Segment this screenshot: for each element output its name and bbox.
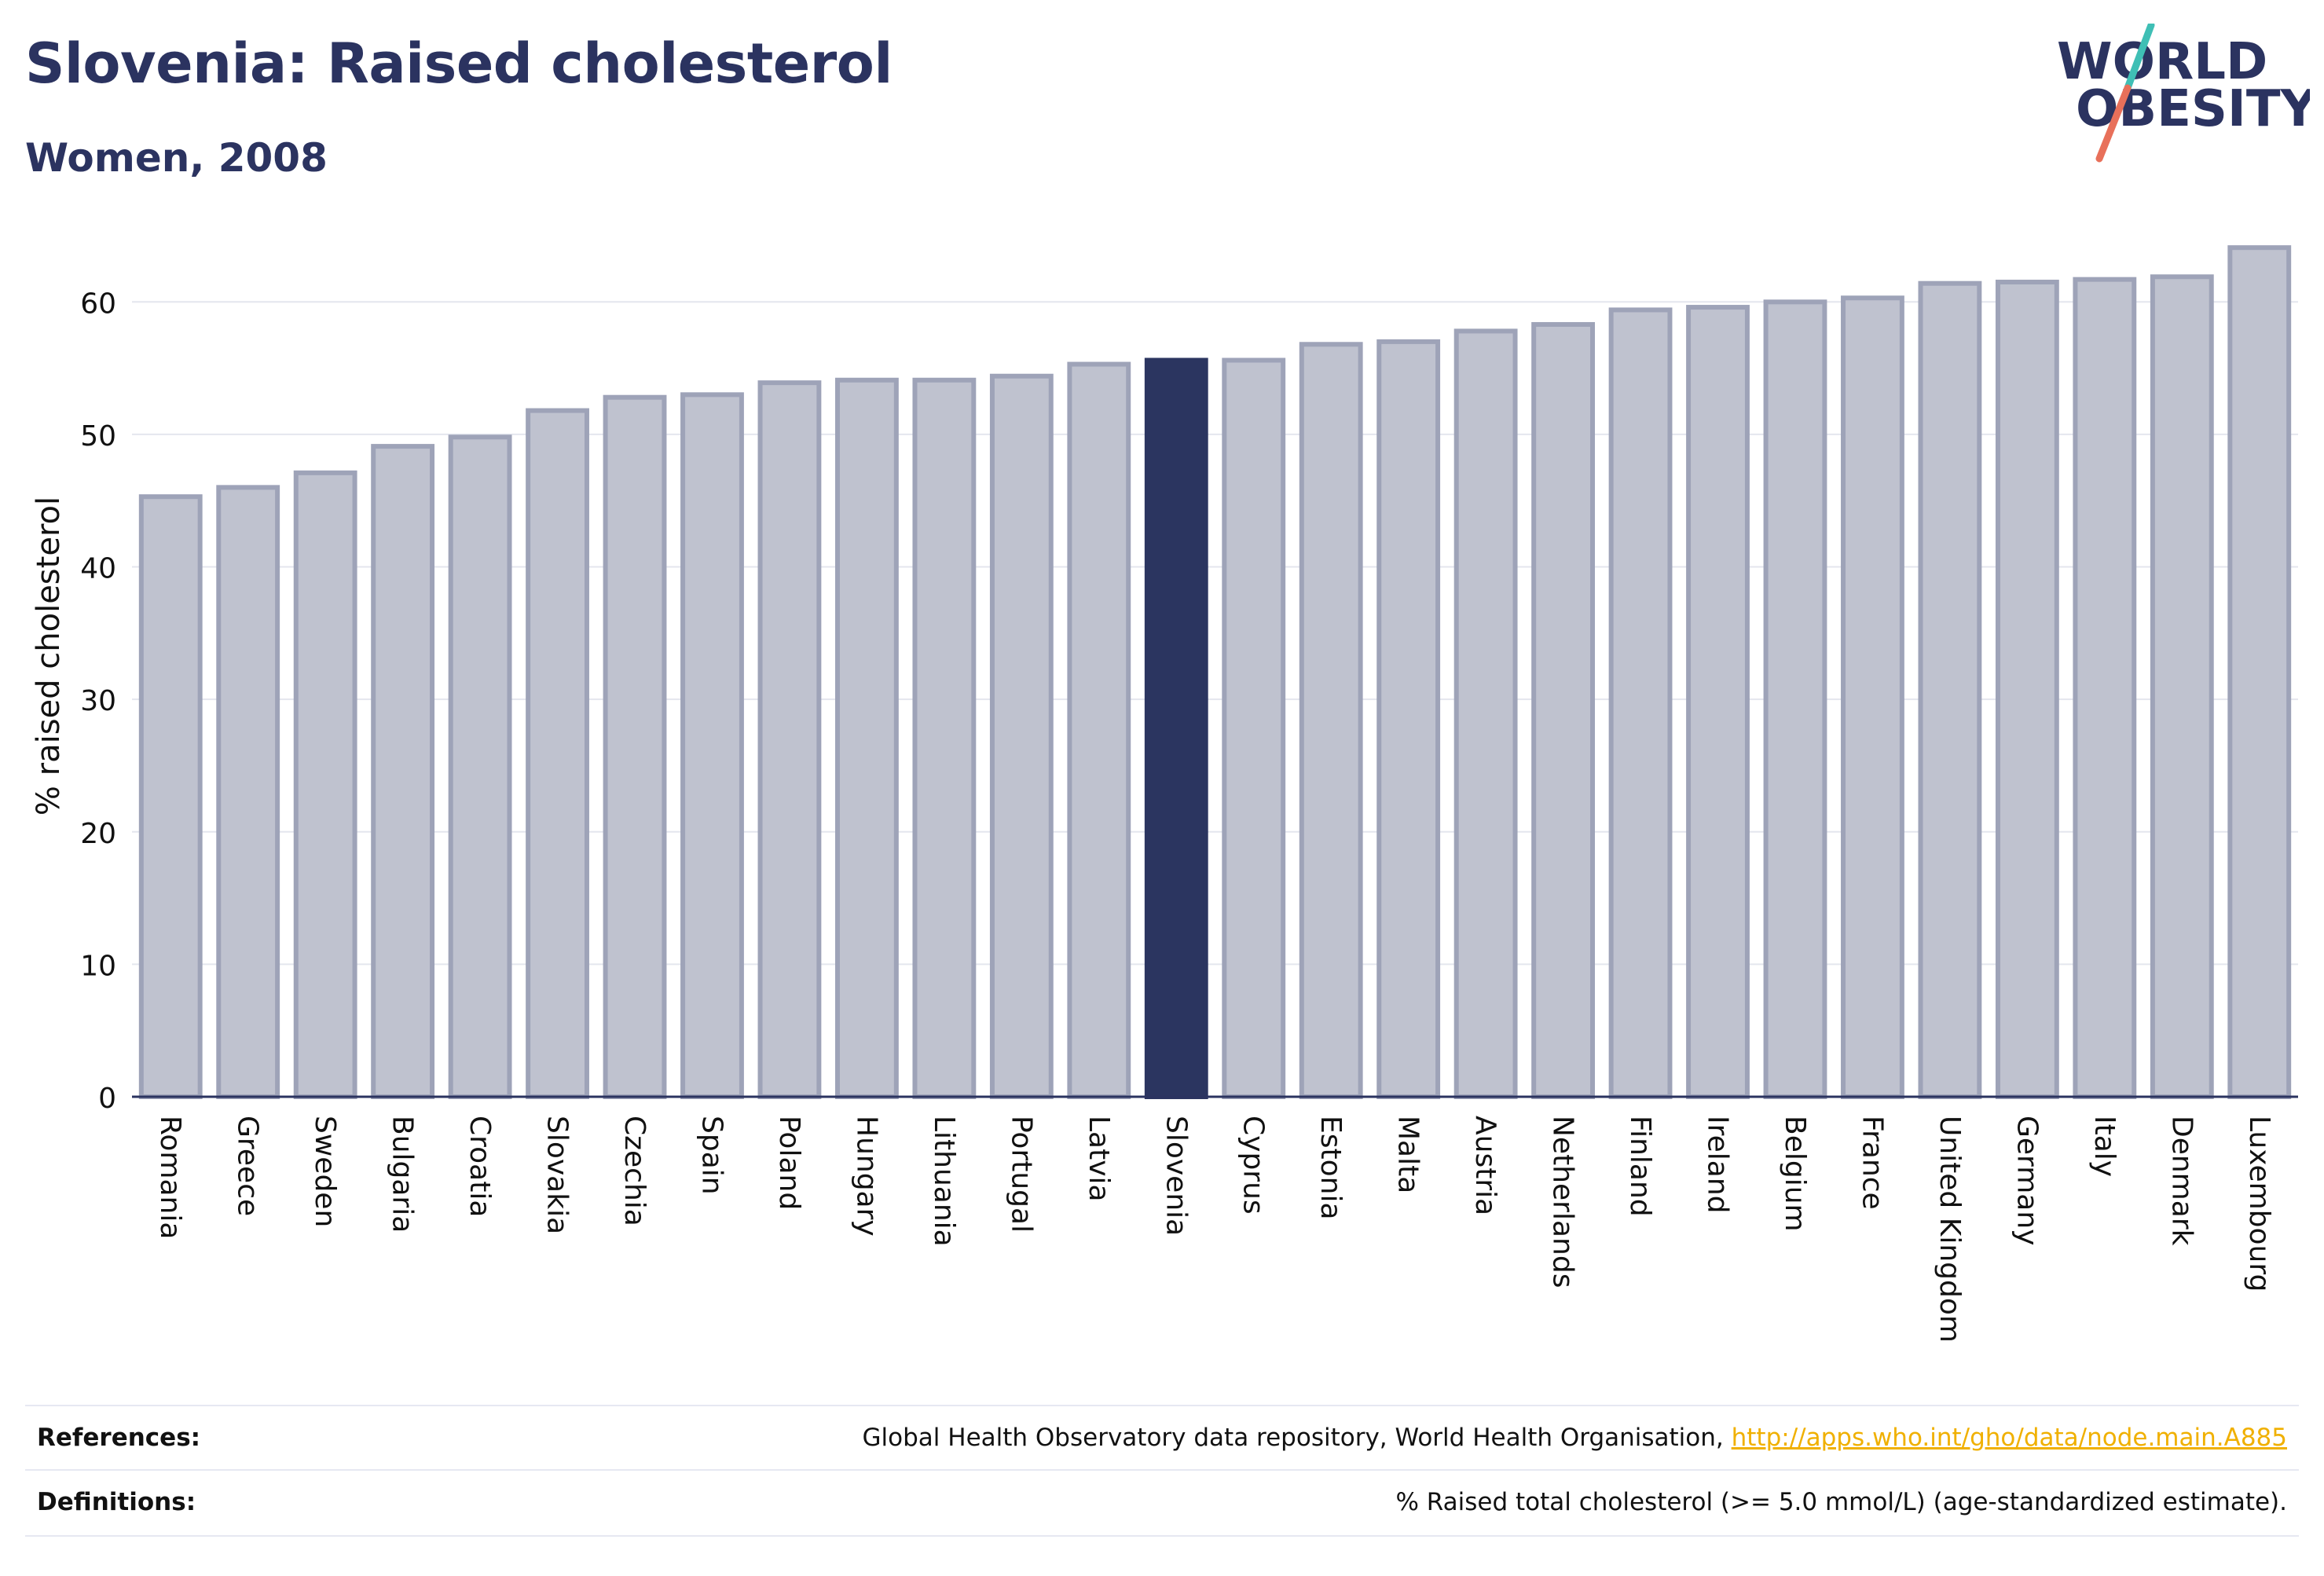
x-tick-label: Estonia (1314, 1116, 1347, 1220)
x-tick-label: Germany (2011, 1116, 2043, 1245)
bar-estonia[interactable] (1299, 342, 1363, 1100)
bar-cyprus[interactable] (1222, 357, 1286, 1099)
chart-subtitle: Women, 2008 (25, 135, 328, 181)
y-tick-label: 30 (80, 685, 116, 717)
bar-romania[interactable] (138, 494, 203, 1099)
y-tick-label: 0 (98, 1083, 116, 1115)
x-tick-label: Greece (232, 1116, 264, 1216)
x-tick-label: Cyprus (1237, 1116, 1270, 1215)
bar-france[interactable] (1841, 295, 1904, 1100)
references-row: References: Global Health Observatory da… (25, 1405, 2299, 1471)
bar-netherlands[interactable] (1531, 321, 1596, 1100)
y-tick-label: 40 (80, 553, 116, 585)
bar-finland[interactable] (1608, 307, 1673, 1099)
x-tick-label: Netherlands (1547, 1116, 1579, 1288)
bar-poland[interactable] (757, 380, 822, 1099)
bar-croatia[interactable] (448, 434, 512, 1099)
y-tick-label: 10 (80, 950, 116, 982)
definitions-text: % Raised total cholesterol (>= 5.0 mmol/… (1395, 1488, 2287, 1516)
bar-chart: 0 10 20 30 40 50 60 Romania Greece Sweden Bulgaria… (31, 245, 2298, 1343)
x-tick-label: Bulgaria (387, 1116, 419, 1233)
definitions-label: Definitions: (37, 1488, 196, 1516)
bar-greece[interactable] (216, 485, 280, 1099)
bar-portugal[interactable] (989, 373, 1054, 1099)
x-tick-label: Denmark (2165, 1116, 2198, 1246)
bar-belgium[interactable] (1763, 299, 1827, 1099)
x-tick-label: Finland (1624, 1116, 1656, 1217)
x-tick-label: Italy (2088, 1116, 2121, 1177)
x-tick-label: Slovakia (541, 1116, 574, 1234)
bar-sweden[interactable] (293, 470, 357, 1099)
chart-title: Slovenia: Raised cholesterol (25, 31, 893, 96)
logo-slash-top (2124, 24, 2155, 92)
x-tick-label: Sweden (309, 1116, 341, 1227)
x-tick-label: Latvia (1083, 1116, 1115, 1202)
y-tick-label: 20 (80, 818, 116, 850)
logo-line1: WORLD (2057, 33, 2267, 91)
bar-slovenia[interactable] (1144, 357, 1208, 1099)
references-value: Global Health Observatory data repositor… (863, 1424, 2287, 1452)
x-tick-label: Croatia (464, 1116, 496, 1217)
x-tick-label: Austria (1469, 1116, 1501, 1215)
bar-bulgaria[interactable] (371, 444, 435, 1099)
x-tick-label: Romania (154, 1116, 186, 1239)
bar-latvia[interactable] (1067, 361, 1131, 1099)
bars (138, 245, 2292, 1100)
definitions-row: Definitions: % Raised total cholesterol … (25, 1469, 2299, 1537)
y-tick-label: 60 (80, 288, 116, 320)
bar-ireland[interactable] (1686, 305, 1750, 1099)
x-tick-label: Poland (773, 1116, 805, 1210)
bar-czechia[interactable] (603, 394, 667, 1099)
bar-austria[interactable] (1453, 328, 1518, 1099)
axes: 0 10 20 30 40 50 60 Romania Greece Sweden Bulgaria… (80, 288, 2298, 1343)
logo-slash-bottom (2095, 84, 2132, 163)
y-axis-title: % raised cholesterol (31, 497, 67, 815)
world-obesity-logo: WORLD OBESITY (2057, 24, 2310, 163)
y-tick-label: 50 (80, 420, 116, 453)
references-link[interactable]: http://apps.who.int/gho/data/node.main.A… (1731, 1424, 2287, 1452)
bar-lithuania[interactable] (912, 377, 977, 1099)
x-tick-label: Malta (1392, 1116, 1424, 1193)
x-tick-label: France (1856, 1116, 1888, 1210)
bar-hungary[interactable] (834, 377, 899, 1099)
references-text: Global Health Observatory data repositor… (862, 1424, 1732, 1452)
x-tick-label: Belgium (1779, 1116, 1811, 1232)
x-tick-label: Ireland (1702, 1116, 1734, 1214)
bar-spain[interactable] (680, 392, 744, 1100)
x-tick-label: Luxembourg (2243, 1116, 2275, 1292)
x-tick-label: Czechia (618, 1116, 651, 1226)
bar-denmark[interactable] (2150, 274, 2214, 1100)
bar-united-kingdom[interactable] (1918, 280, 1982, 1099)
x-tick-label: Hungary (850, 1116, 882, 1237)
x-tick-label: Spain (695, 1116, 728, 1195)
bar-malta[interactable] (1376, 339, 1441, 1099)
x-tick-label: Portugal (1005, 1116, 1037, 1233)
bar-italy[interactable] (2073, 277, 2137, 1099)
bar-luxembourg[interactable] (2227, 245, 2292, 1099)
references-label: References: (37, 1424, 201, 1452)
x-tick-label: Lithuania (928, 1116, 960, 1247)
bar-slovakia[interactable] (526, 408, 589, 1099)
x-tick-label: Slovenia (1160, 1116, 1192, 1236)
bar-germany[interactable] (1995, 280, 2059, 1099)
x-tick-label: United Kingdom (1934, 1116, 1966, 1343)
